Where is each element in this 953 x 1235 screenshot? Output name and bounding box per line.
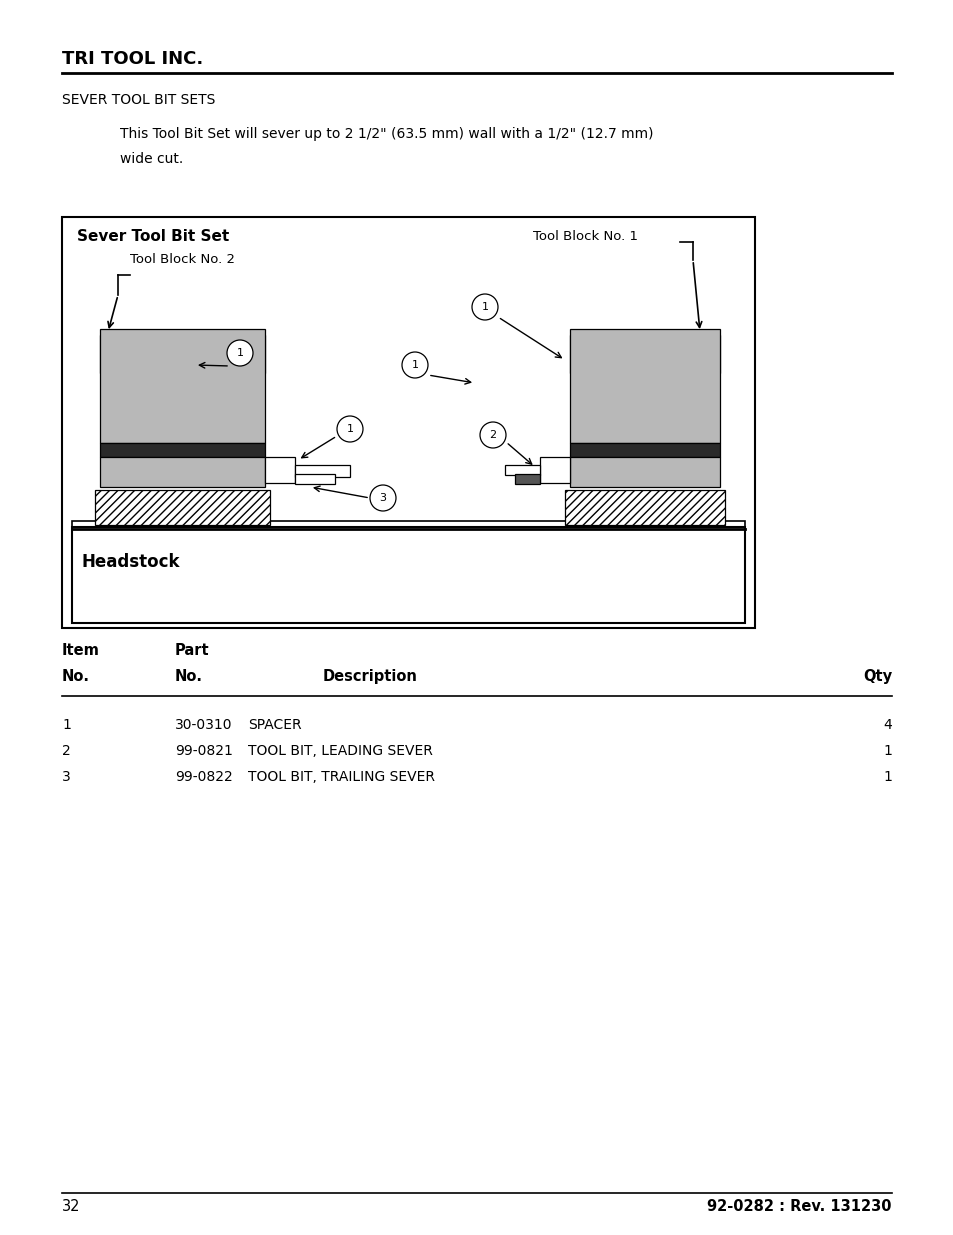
Bar — [515, 474, 539, 484]
Text: Part: Part — [174, 643, 210, 658]
Text: SPACER: SPACER — [248, 718, 301, 732]
Text: 2: 2 — [489, 430, 497, 440]
Bar — [504, 466, 539, 475]
Text: This Tool Bit Set will sever up to 2 1/2" (63.5 mm) wall with a 1/2" (12.7 mm): This Tool Bit Set will sever up to 2 1/2… — [120, 127, 653, 141]
Bar — [100, 335, 265, 373]
Text: 3: 3 — [62, 769, 71, 784]
Circle shape — [401, 352, 428, 378]
Bar — [569, 335, 720, 373]
Text: Tool Block No. 1: Tool Block No. 1 — [533, 230, 638, 243]
Text: Tool Block No. 2: Tool Block No. 2 — [130, 253, 234, 266]
Text: 1: 1 — [882, 769, 891, 784]
Text: Item: Item — [62, 643, 100, 658]
Bar — [100, 443, 265, 457]
Bar — [569, 457, 720, 487]
Bar — [62, 217, 754, 629]
Circle shape — [336, 416, 363, 442]
Bar — [71, 527, 744, 622]
Bar — [569, 329, 720, 443]
Text: 1: 1 — [481, 303, 488, 312]
Text: SEVER TOOL BIT SETS: SEVER TOOL BIT SETS — [62, 93, 215, 107]
Text: 30-0310: 30-0310 — [174, 718, 233, 732]
Text: 1: 1 — [411, 359, 418, 370]
Text: 2: 2 — [62, 743, 71, 758]
Text: TRI TOOL INC.: TRI TOOL INC. — [62, 49, 203, 68]
Text: 99-0821: 99-0821 — [174, 743, 233, 758]
Text: No.: No. — [62, 669, 90, 684]
Text: 1: 1 — [236, 348, 243, 358]
Bar — [265, 457, 294, 483]
Bar — [564, 490, 724, 525]
Text: No.: No. — [174, 669, 203, 684]
Circle shape — [227, 340, 253, 366]
Bar — [294, 466, 350, 477]
Text: 3: 3 — [379, 493, 386, 503]
Text: wide cut.: wide cut. — [120, 152, 183, 165]
Circle shape — [479, 422, 505, 448]
Text: 92-0282 : Rev. 131230: 92-0282 : Rev. 131230 — [707, 1199, 891, 1214]
Bar — [100, 329, 265, 443]
Circle shape — [370, 485, 395, 511]
Text: TOOL BIT, TRAILING SEVER: TOOL BIT, TRAILING SEVER — [248, 769, 435, 784]
Bar — [100, 457, 265, 487]
Bar — [539, 457, 569, 483]
Bar — [569, 443, 720, 457]
Text: TOOL BIT, LEADING SEVER: TOOL BIT, LEADING SEVER — [248, 743, 433, 758]
Text: 1: 1 — [882, 743, 891, 758]
Circle shape — [472, 294, 497, 320]
Text: 32: 32 — [62, 1199, 80, 1214]
Text: Description: Description — [322, 669, 417, 684]
Text: Qty: Qty — [862, 669, 891, 684]
Bar — [71, 521, 744, 529]
Text: 99-0822: 99-0822 — [174, 769, 233, 784]
Text: 1: 1 — [346, 424, 354, 433]
Bar — [95, 490, 270, 525]
Text: 4: 4 — [882, 718, 891, 732]
Text: Headstock: Headstock — [82, 553, 180, 571]
Text: 1: 1 — [62, 718, 71, 732]
Text: Sever Tool Bit Set: Sever Tool Bit Set — [77, 228, 229, 245]
Bar — [294, 474, 335, 484]
